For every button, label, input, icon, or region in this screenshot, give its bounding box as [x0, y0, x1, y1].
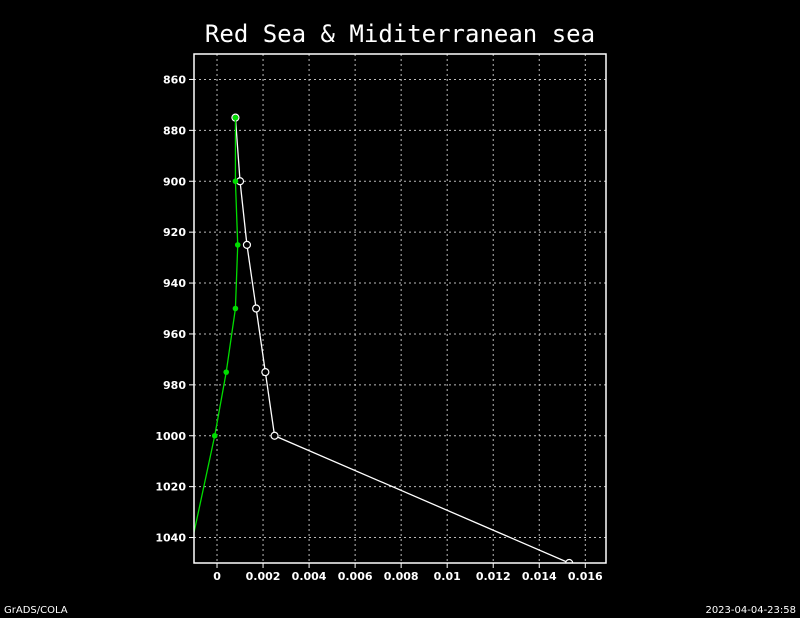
data-point [565, 558, 574, 563]
y-tick-label: 860 [163, 73, 186, 86]
series-group [194, 113, 574, 563]
x-tick-label: 0.01 [434, 570, 461, 583]
chart-title: Red Sea & Miditerranean sea [205, 20, 595, 48]
data-point [232, 178, 239, 185]
y-axis: 860 880 900 920 940 960 980 1000 1020 1040 [155, 73, 194, 545]
data-point [232, 114, 239, 121]
x-axis: 0 0.002 0.004 0.006 0.008 0.01 0.012 0.014 0.016 [213, 563, 603, 583]
y-tick-label: 920 [163, 226, 186, 239]
data-point [270, 431, 279, 440]
data-point [232, 305, 239, 312]
y-tick-label: 1000 [155, 430, 186, 443]
data-point [261, 368, 270, 377]
series-0 [231, 113, 574, 563]
data-point [252, 304, 261, 313]
x-tick-label: 0.004 [292, 570, 327, 583]
y-tick-label: 980 [163, 379, 186, 392]
x-tick-label: 0.006 [338, 570, 373, 583]
x-tick-label: 0.002 [246, 570, 281, 583]
y-tick-label: 960 [163, 328, 186, 341]
plot-frame [193, 53, 607, 564]
x-tick-label: 0.008 [384, 570, 419, 583]
y-tick-label: 1020 [155, 481, 186, 494]
y-tick-label: 940 [163, 277, 186, 290]
x-tick-label: 0.016 [568, 570, 603, 583]
y-tick-label: 880 [163, 124, 186, 137]
series-line [194, 117, 239, 533]
data-point [223, 369, 230, 375]
data-point [242, 240, 252, 249]
data-point [211, 432, 218, 439]
footer-timestamp: 2023-04-04-23:58 [705, 605, 796, 616]
x-tick-label: 0 [213, 570, 221, 583]
series-1 [194, 114, 241, 533]
footer-left-label: GrADS/COLA [4, 605, 68, 616]
x-tick-label: 0.012 [476, 570, 511, 583]
grid [194, 54, 606, 563]
data-point [234, 242, 241, 248]
x-tick-label: 0.014 [522, 570, 557, 583]
y-tick-label: 900 [163, 175, 186, 188]
y-tick-label: 1040 [155, 532, 186, 545]
series-line [234, 117, 570, 563]
